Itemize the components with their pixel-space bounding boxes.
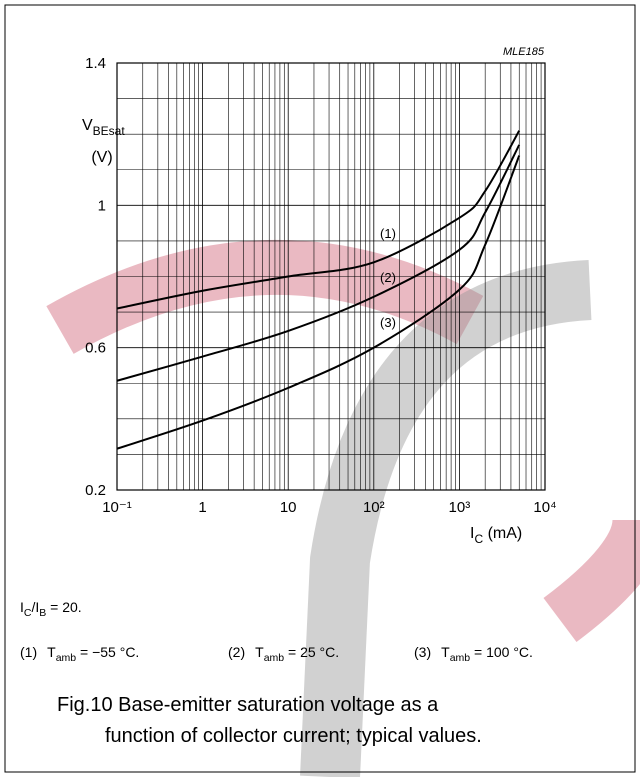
legend-condition: = 25 °C. [284,644,339,660]
legend-name: (2) [228,644,245,660]
x-tick-label: 1 [198,499,206,516]
x-axis-label-part: C [474,532,483,546]
condition-note-part: /I [31,599,39,615]
plot-border [116,62,546,491]
y-tick-label: 0.2 [85,482,106,499]
watermark-red-arc [543,517,640,642]
legend-var-sub: amb [450,652,471,664]
curve-label: (1) [380,226,396,241]
x-tick-label: 10⁻¹ [102,499,132,516]
curve-label: (3) [380,315,396,330]
x-axis-label-part: I [470,525,474,542]
x-axis-label-part: (mA) [483,525,522,542]
curve-label: (2) [380,270,396,285]
caption-line: function of collector current; typical v… [105,725,482,747]
x-tick-label: 10⁴ [533,499,556,516]
x-axis-label: IC (mA) [470,525,522,546]
x-tick-label: 10³ [449,499,471,516]
legend-var-sub: amb [56,652,77,664]
y-axis-label: VBEsat [82,117,125,138]
legend-entry: (1) Tamb = −55 °C. [20,644,139,664]
legend-var: T [47,644,56,660]
legend-condition: = −55 °C. [76,644,139,660]
condition-note-part: = 20. [46,599,81,615]
condition-note-part: I [20,599,24,615]
plot: 0.2 0.6 1 1.4 10⁻¹ 1 10 10² 10³ 10⁴ (1) (2) (3) MLE18… [20,46,557,747]
legend-name: (3) [414,644,431,660]
curve [116,144,521,382]
condition-note-part: B [39,607,46,619]
legend-entry: (3) Tamb = 100 °C. [414,644,533,664]
caption-line: Fig.10 Base-emitter saturation voltage a… [57,694,439,716]
legend-condition: = 100 °C. [470,644,533,660]
y-axis-label-part: BEsat [93,124,126,138]
curve [116,155,521,450]
legend-entry: (2) Tamb = 25 °C. [228,644,339,664]
legend-var: T [255,644,264,660]
chart-code: MLE185 [503,46,545,58]
curve [116,130,521,310]
x-tick-label: 10 [280,499,297,516]
condition-note: IC/IB = 20. [20,599,82,619]
y-axis-unit: (V) [91,149,112,166]
condition-note-part: C [24,607,32,619]
frame [4,4,636,773]
y-tick-label: 1 [98,197,106,214]
y-tick-label: 1.4 [85,55,106,72]
legend-var: T [441,644,450,660]
legend-var-sub: amb [264,652,285,664]
y-tick-label: 0.6 [85,340,106,357]
x-tick-label: 10² [363,499,385,516]
watermark-gray-arc [300,260,592,779]
legend-name: (1) [20,644,37,660]
y-axis-label-part: V [82,117,93,134]
